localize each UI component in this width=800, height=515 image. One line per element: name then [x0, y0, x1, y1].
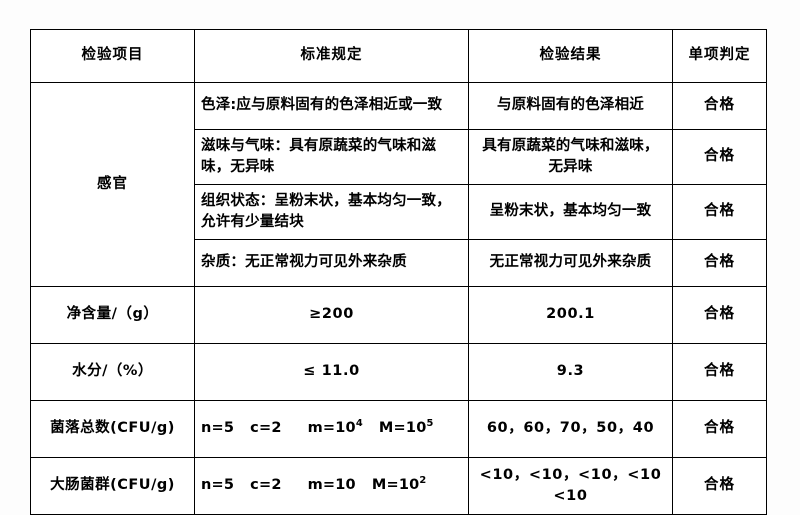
net-content-result: 200.1: [468, 286, 673, 344]
sensory-color-result: 与原料固有的色泽相近: [468, 82, 673, 130]
column-header-standard: 标准规定: [194, 29, 469, 83]
coliform-M-value: M=10: [371, 477, 420, 494]
coliform-M-exponent: 2: [419, 475, 427, 487]
coliform-judgment: 合格: [672, 457, 767, 515]
sensory-texture-judgment: 合格: [672, 184, 767, 240]
row-label-coliform: 大肠菌群(CFU/g): [30, 457, 195, 515]
inspection-result-table: 检验项目 标准规定 检验结果 单项判定 感官 色泽:应与原料固有的色泽相近或一致…: [30, 29, 767, 515]
sensory-impurity-standard: 杂质：无正常视力可见外来杂质: [194, 239, 469, 287]
table-row: 水分/（%） ≤ 11.0 9.3 合格: [30, 343, 767, 401]
sensory-color-judgment: 合格: [672, 82, 767, 130]
coliform-c-value: c=2: [250, 477, 282, 494]
sensory-taste-judgment: 合格: [672, 129, 767, 185]
coliform-result-line-1: <10，<10，<10，<10: [479, 466, 662, 483]
table-row: 滋味与气味：具有原蔬菜的气味和滋味，无异味 具有原蔬菜的气味和滋味，无异味 合格: [31, 129, 767, 185]
row-label-total-plate-count: 菌落总数(CFU/g): [30, 400, 195, 458]
sensory-taste-result: 具有原蔬菜的气味和滋味，无异味: [468, 129, 673, 185]
tpc-M-value: M=10: [378, 420, 427, 437]
total-plate-count-result: 60，60，70，50，40: [468, 400, 673, 458]
column-header-result: 检验结果: [468, 29, 673, 83]
row-label-sensory: 感官: [30, 82, 195, 287]
column-header-item: 检验项目: [30, 29, 195, 83]
row-label-net-content: 净含量/（g）: [30, 286, 195, 344]
tpc-n-value: n=5: [201, 420, 235, 437]
moisture-judgment: 合格: [672, 343, 767, 401]
column-header-judgment: 单项判定: [672, 29, 767, 83]
table-row: 杂质：无正常视力可见外来杂质 无正常视力可见外来杂质 合格: [31, 239, 767, 287]
coliform-result: <10，<10，<10，<10 <10: [468, 457, 673, 515]
sensory-impurity-judgment: 合格: [672, 239, 767, 287]
tpc-M-exponent: 5: [426, 418, 434, 430]
net-content-judgment: 合格: [672, 286, 767, 344]
moisture-result: 9.3: [468, 343, 673, 401]
sensory-impurity-result: 无正常视力可见外来杂质: [468, 239, 673, 287]
tpc-m-exponent: 4: [355, 418, 363, 430]
coliform-standard: n=5 c=2 m=10 M=102: [194, 457, 469, 515]
total-plate-count-standard: n=5 c=2 m=104 M=105: [194, 400, 469, 458]
sensory-texture-standard: 组织状态：呈粉末状，基本均匀一致，允许有少量结块: [194, 184, 469, 240]
table-row: 感官 色泽:应与原料固有的色泽相近或一致 与原料固有的色泽相近 合格: [30, 82, 767, 287]
tpc-c-value: c=2: [250, 420, 282, 437]
moisture-standard: ≤ 11.0: [194, 343, 469, 401]
net-content-standard: ≥200: [194, 286, 469, 344]
sensory-color-standard: 色泽:应与原料固有的色泽相近或一致: [194, 82, 469, 130]
total-plate-count-judgment: 合格: [672, 400, 767, 458]
tpc-m-value: m=10: [307, 420, 356, 437]
coliform-result-line-2: <10: [553, 488, 588, 504]
row-label-moisture: 水分/（%）: [30, 343, 195, 401]
table-row: 组织状态：呈粉末状，基本均匀一致，允许有少量结块 呈粉末状，基本均匀一致 合格: [31, 184, 767, 240]
sensory-taste-standard: 滋味与气味：具有原蔬菜的气味和滋味，无异味: [194, 129, 469, 185]
table-row: 大肠菌群(CFU/g) n=5 c=2 m=10 M=102 <10，<10，<10，…: [30, 457, 767, 515]
coliform-m-value: m=10: [307, 477, 356, 494]
coliform-n-value: n=5: [201, 477, 235, 494]
table-header-row: 检验项目 标准规定 检验结果 单项判定: [30, 29, 767, 83]
sensory-texture-result: 呈粉末状，基本均匀一致: [468, 184, 673, 240]
table-row: 净含量/（g） ≥200 200.1 合格: [30, 286, 767, 344]
table-row: 菌落总数(CFU/g) n=5 c=2 m=104 M=105 60，60，70，50…: [30, 400, 767, 458]
